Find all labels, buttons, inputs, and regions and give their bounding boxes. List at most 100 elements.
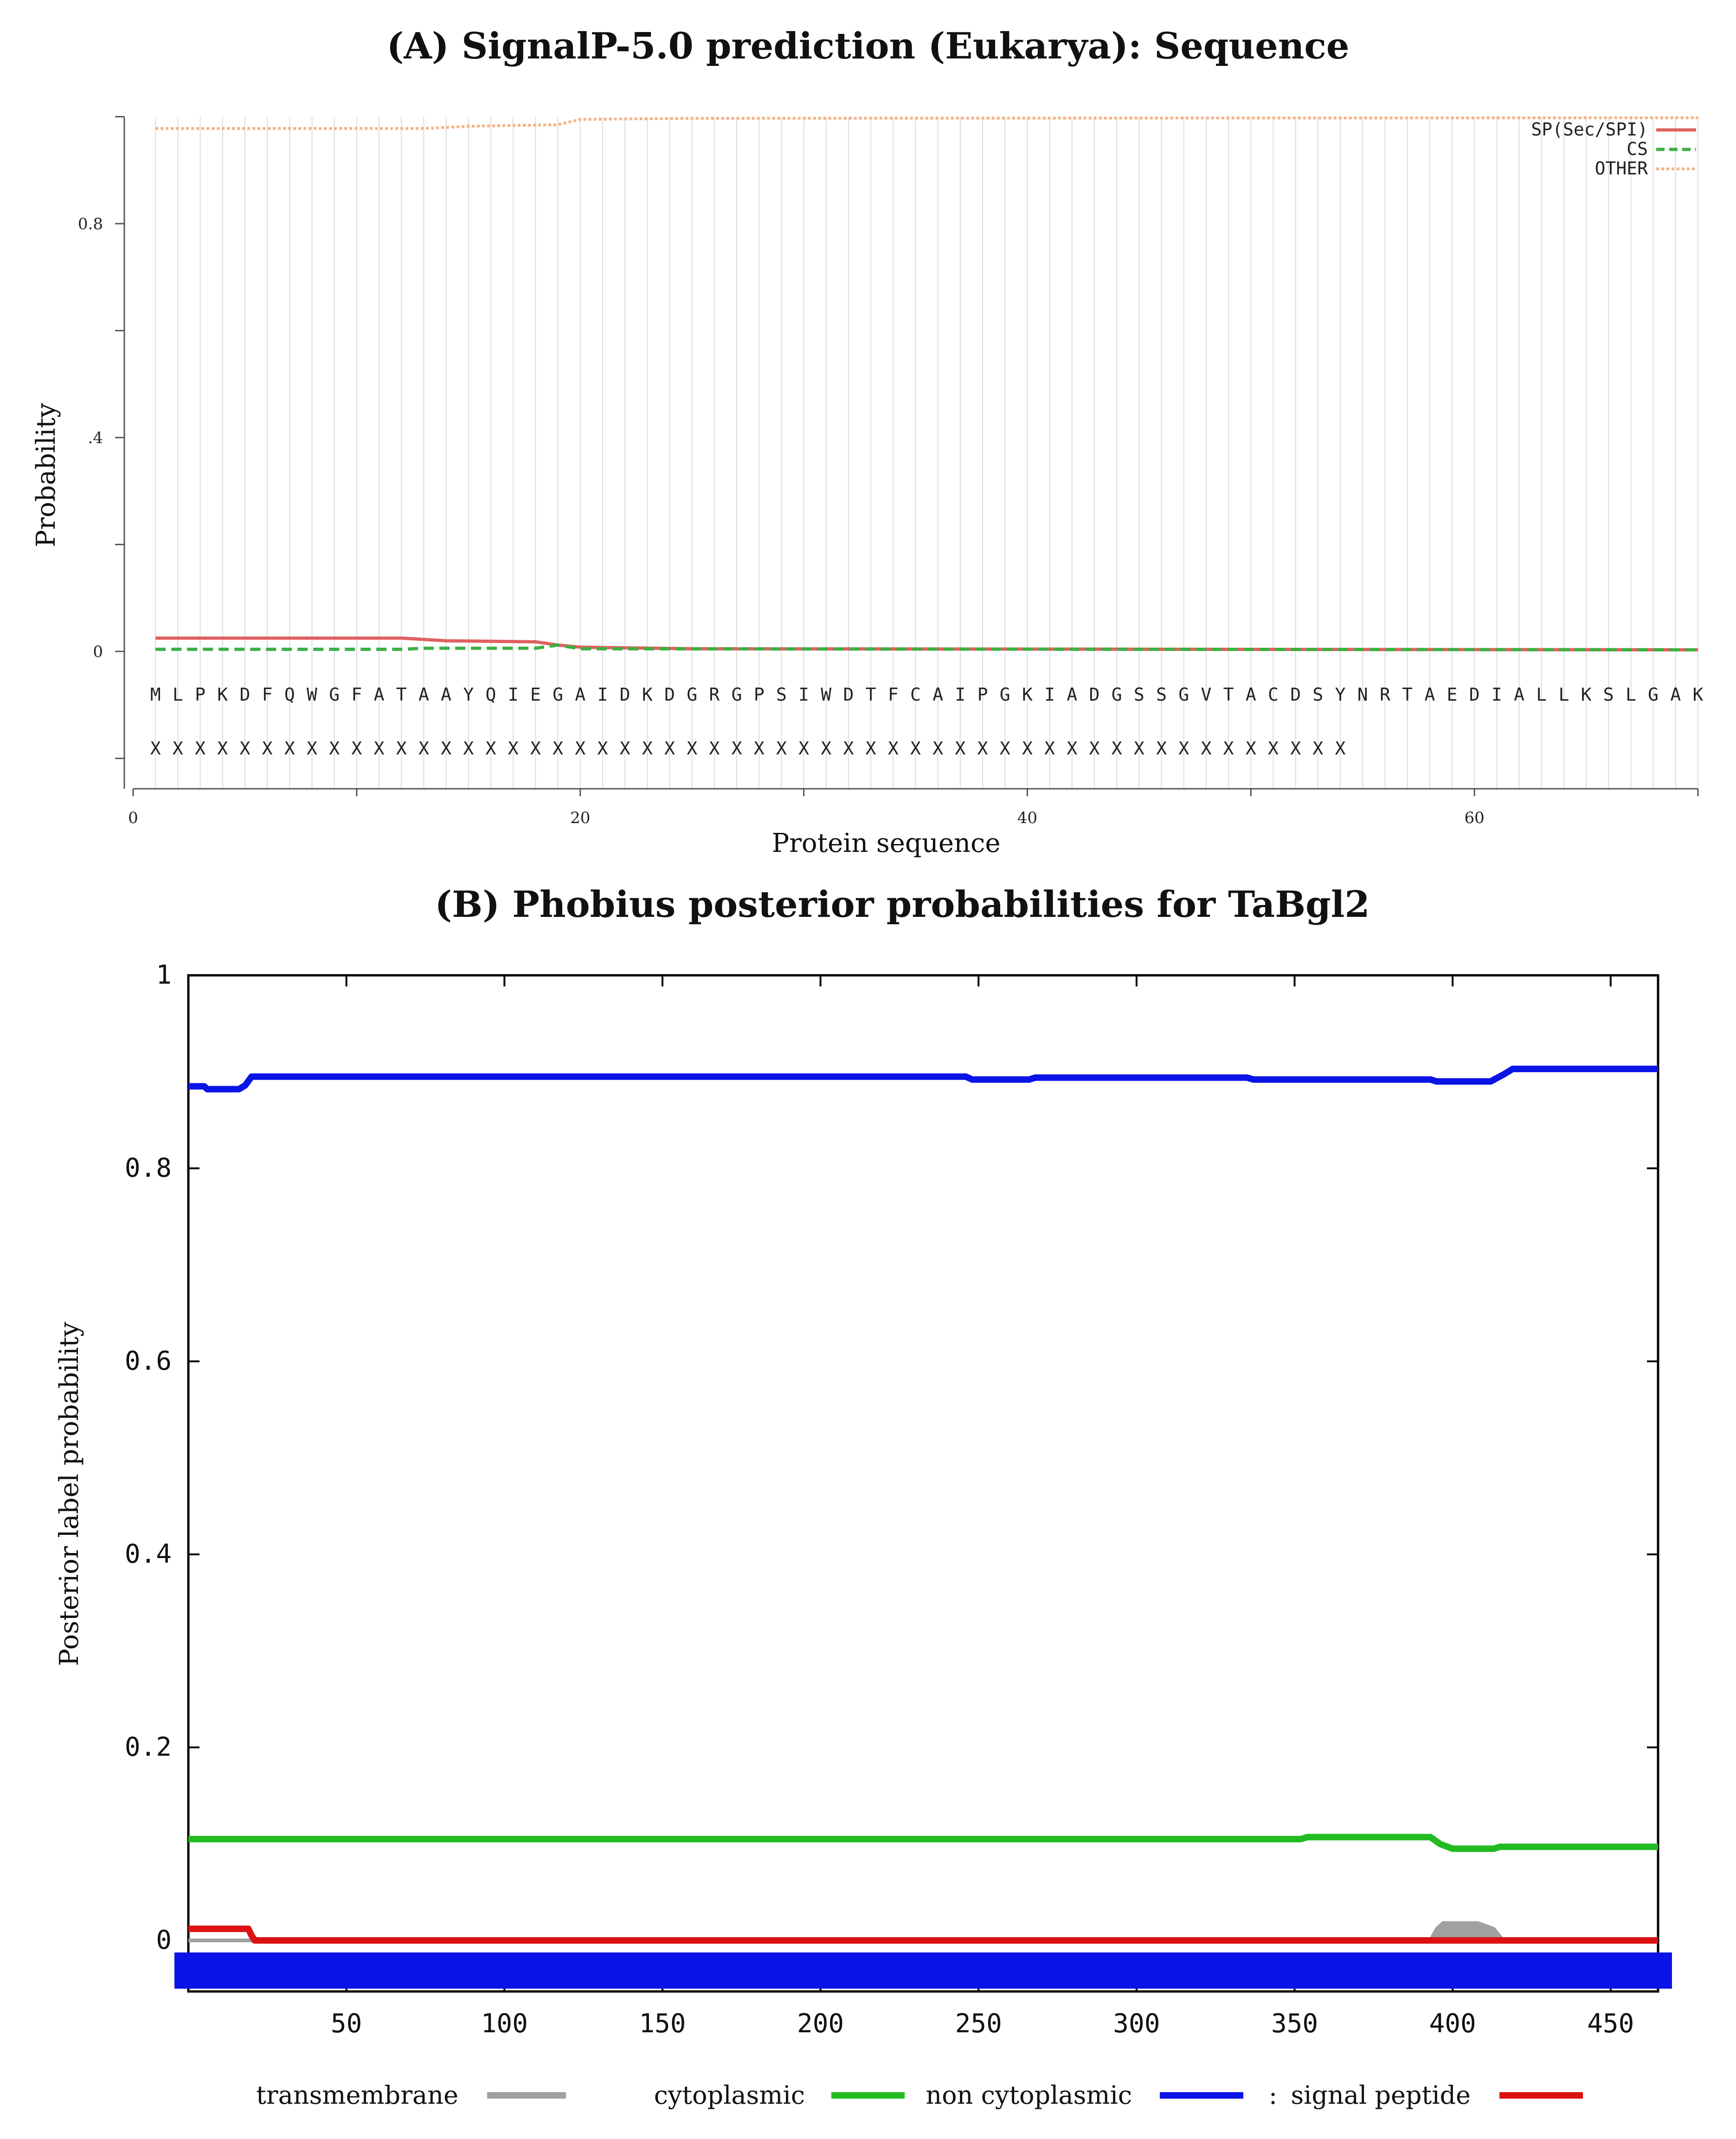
panel-a-y-tick-label: 0 [93,643,103,661]
panel-a-residue-letter: D [1290,684,1301,705]
panel-a-residue-letter: L [1626,684,1636,705]
panel-a-x-tick-label: 20 [570,809,590,827]
panel-a-residue-letter: I [508,684,519,705]
panel-a-annotation-letter: X [486,738,496,759]
panel-b-x-tick-label: 250 [955,2009,1002,2039]
panel-a-series [155,116,1698,651]
panel-b-y-tick-label: 0.4 [125,1539,172,1569]
panel-a-residue-letter: A [932,684,943,705]
panel-a-x-tick-label: 60 [1465,809,1485,827]
panel-a-annotation-letter: X [307,738,317,759]
panel-a-annotation-letter: X [195,738,206,759]
panel-a-annotation-letter: X [1022,738,1033,759]
panel-a-residue-letter: S [1312,684,1323,705]
panel-a-residue-letter: G [1648,684,1659,705]
panel-a-residue-letter: D [620,684,630,705]
panel-a-annotation-letter: X [821,738,831,759]
panel-b-plot-frame [187,974,1659,1993]
panel-a-residue-letter: R [1380,684,1390,705]
panel-a-residue-letter: T [396,684,407,705]
panel-a-residue-letter: S [1603,684,1614,705]
panel-a-series-line [155,643,1698,651]
panel-a-annotation-letter: X [217,738,228,759]
panel-a-annotation-letter: X [932,738,943,759]
panel-a-annotation-letter: X [709,738,720,759]
panel-b-x-tick-label: 400 [1429,2009,1476,2039]
panel-a-annotation-letter: X [284,738,295,759]
panel-b-series-line [188,1926,1658,1944]
panel-a-annotation-letter: X [664,738,675,759]
panel-a-annotation-letter: X [396,738,407,759]
panel-a-residue-letter: K [217,684,228,705]
panel-a-x-tick-label: 0 [128,809,138,827]
panel-a-y-tick-label: 0.8 [78,215,103,233]
panel-a-annotation-letter: X [1246,738,1256,759]
panel-a-residue-letter: A [1514,684,1524,705]
panel-a-y-ticks: 0 .4 0.8 [78,116,124,759]
panel-a-residue-letter: L [1558,684,1569,705]
panel-b-y-tick-label: 1 [156,960,172,990]
panel-b-x-tick-label: 200 [797,2009,844,2039]
panel-b-x-tick-label: 100 [481,2009,528,2039]
panel-a-annotation-letter: X [843,738,854,759]
panel-a-annotation-letter: X [1201,738,1211,759]
panel-a-annotation-letter: X [1290,738,1301,759]
panel-a-residue-letter: A [1067,684,1077,705]
panel-a-title: (A) SignalP-5.0 prediction (Eukarya): Se… [386,25,1349,67]
panel-b-x-ticks: 50 100 150 200 250 300 350 400 450 [331,975,1634,2039]
panel-a-residue-letter: K [642,684,653,705]
panel-a-residue-letter: Q [284,684,295,705]
panel-a-annotation-letter: X [798,738,809,759]
panel-a-annotation-letter: X [1335,738,1346,759]
panel-a-residue-letter: D [1469,684,1480,705]
panel-a-annotation-letter: X [1134,738,1144,759]
panel-a-annotation-letter: X [1156,738,1167,759]
panel-b-x-tick-label: 150 [639,2009,686,2039]
panel-a-annotation-letter: X [1223,738,1234,759]
panel-a-residue-letter: C [910,684,921,705]
panel-a-annotation-letter: X [262,738,273,759]
panel-a-annotation-letter: X [687,738,697,759]
panel-a-x-ticks: 0 20 40 60 [128,789,1699,827]
panel-a-annotation-letter: X [150,738,161,759]
panel-a-residue-letter: I [597,684,608,705]
panel-b-y-ticks: 0 0.2 0.4 0.6 0.8 1 [125,960,1658,1955]
panel-a-annotation-letter: X [351,738,362,759]
panel-a-annotation-letter: X [329,738,340,759]
panel-b-legend-separator: : [1269,2081,1277,2110]
panel-a-residue-letter: K [1581,684,1592,705]
panel-b-legend-label: non cytoplasmic [926,2081,1132,2110]
panel-a-annotation-letter: X [1112,738,1122,759]
panel-a-annotation-letter: X [1089,738,1100,759]
panel-a-residue-letter: S [1134,684,1144,705]
panel-a-residue-letter: A [1246,684,1256,705]
panel-a-annotation-letter: X [418,738,429,759]
panel-a-residue-letter: A [418,684,429,705]
panel-a-residue-letter: G [553,684,563,705]
panel-a-residue-letter: D [843,684,854,705]
panel-b-y-tick-label: 0.6 [125,1346,172,1376]
panel-a-residue-letter: A [441,684,451,705]
panel-a-residue-letter: I [1492,684,1502,705]
panel-a-residue-letter: T [866,684,876,705]
panel-a-residue-letter: D [239,684,250,705]
panel-a-residue-letter: Y [1335,684,1346,705]
panel-b-title: (B) Phobius posterior probabilities for … [435,883,1370,926]
panel-a-residue-letter: A [1424,684,1435,705]
panel-a-annotation-letter: X [173,738,183,759]
panel-a-residue-letter: P [754,684,765,705]
panel-a-annotation-letter: X [1312,738,1323,759]
panel-a-annotation-letter: X [239,738,250,759]
panel-a-residue-letter: S [776,684,787,705]
panel-b-legend-label: transmembrane [256,2081,458,2110]
panel-a-residue-letter: R [709,684,720,705]
panel-a-residue-letter: F [262,684,273,705]
panel-a-residue-letter: A [575,684,585,705]
panel-a-annotation-letter: X [1044,738,1055,759]
panel-b-legend: transmembrane cytoplasmic non cytoplasmic s… [256,2081,1583,2110]
panel-a-residue-letter: E [1447,684,1458,705]
